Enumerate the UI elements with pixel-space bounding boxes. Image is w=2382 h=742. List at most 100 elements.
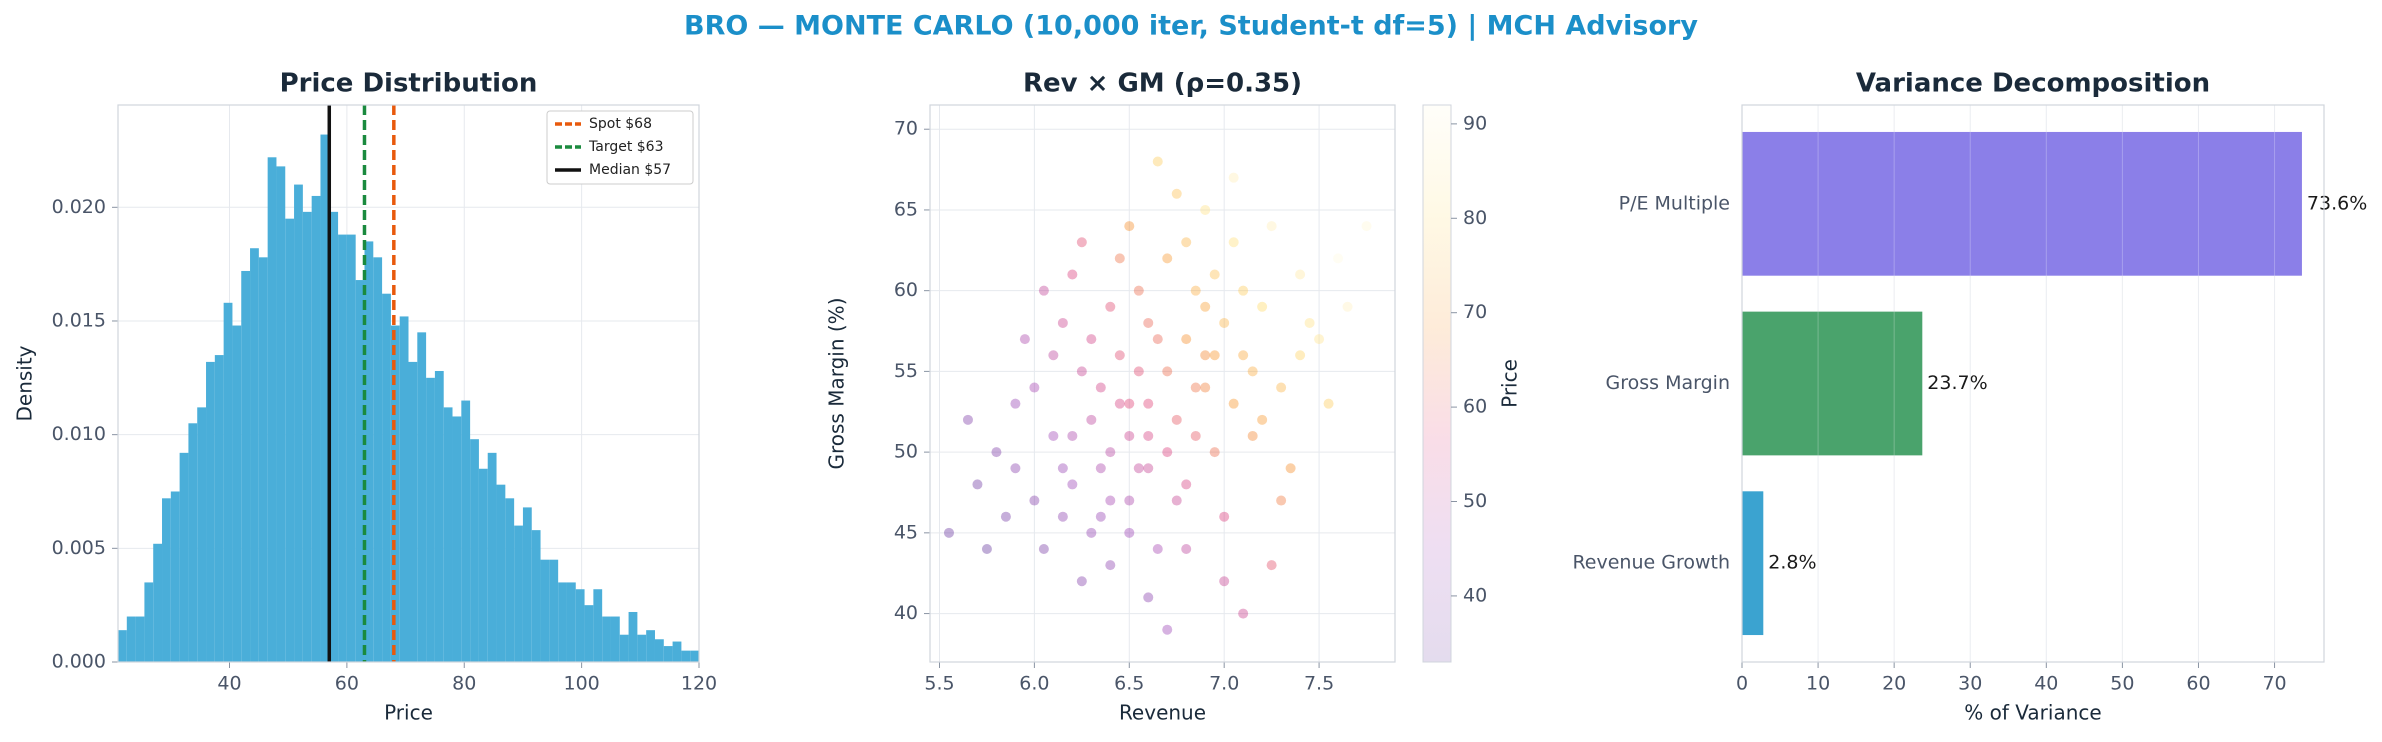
x-axis-label: Price [384,701,433,725]
histogram-bar [144,582,154,662]
scatter-point [1133,463,1144,474]
y-tick-label: Revenue Growth [1572,552,1730,574]
histogram-bar [338,234,347,662]
legend-box [546,110,694,185]
scatter-point [1323,398,1334,409]
colorbar-label: Price [1498,359,1522,408]
scatter-point [1171,188,1182,199]
scatter-point [1276,495,1287,506]
y-tick-label: 40 [894,602,918,624]
chart-title: Rev × GM (ρ=0.35) [1023,69,1302,99]
scatter-point [1105,560,1116,571]
scatter-point [1105,301,1116,312]
scatter-point [1038,543,1049,554]
x-tick-label: 120 [681,673,717,695]
scatter-point [1019,334,1030,345]
histogram-bar [690,650,699,662]
y-tick-label: 55 [894,360,918,382]
scatter-point [1200,350,1211,361]
bar [1742,311,1923,456]
histogram-bar [223,302,233,662]
x-tick-label: 100 [563,673,599,695]
scatter-point [1114,398,1125,409]
scatter-point [981,543,992,554]
scatter-point [1057,511,1068,522]
scatter-point [1124,221,1135,232]
scatter-point [1067,479,1078,490]
histogram-bar [311,195,321,662]
histogram-bar [558,582,567,662]
scatter-point [1162,624,1173,635]
histogram-bar [584,605,594,662]
scatter-point [1133,366,1144,377]
x-tick-label: 40 [217,673,241,695]
scatter-point [1076,576,1087,587]
scatter-point [1209,350,1220,361]
histogram-bar [610,616,620,662]
x-tick-label: 80 [452,673,476,695]
histogram-bar [294,184,303,663]
axes-frame [117,104,700,663]
bar [1742,131,2302,276]
scatter-point [1209,269,1220,280]
y-tick-label: 50 [894,441,918,463]
scatter-point [1095,511,1106,522]
x-tick-label: 50 [2110,673,2134,695]
scatter-point [1304,317,1315,328]
scatter-point [1200,382,1211,393]
scatter-point [1124,430,1135,441]
scatter-point [1086,414,1097,425]
histogram-bar [285,218,295,662]
histogram-bar [214,355,224,662]
histogram-bar [505,498,515,662]
x-tick-label: 6.0 [1019,673,1049,695]
x-tick-label: 60 [2186,673,2210,695]
scatter-point [1266,221,1277,232]
x-tick-label: 40 [2034,673,2058,695]
histogram-bar [135,616,145,662]
histogram-bar [540,559,550,662]
histogram-bar [426,377,435,662]
axes-frame [929,104,1396,663]
x-tick-label: 70 [2262,673,2286,695]
value-label: 73.6% [2307,192,2367,214]
scatter-point [1010,463,1021,474]
x-tick-label: 60 [335,673,359,695]
histogram-bar [188,423,198,662]
scatter-point [1200,204,1211,215]
y-tick-label: Gross Margin [1606,372,1730,394]
histogram-bar [461,400,471,662]
legend-label: Median $57 [589,162,671,178]
x-tick-label: 7.0 [1209,673,1239,695]
histogram-bar [672,641,682,662]
x-axis-label: Revenue [1119,701,1206,725]
scatter-point [1219,576,1230,587]
histogram-bar [355,280,365,662]
colorbar-tick-label: 60 [1463,396,1487,418]
scatter-point [1095,382,1106,393]
scatter-point [1133,285,1144,296]
scatter-point [943,527,954,538]
scatter-point [1124,398,1135,409]
histogram-bar [241,270,251,662]
bar [1742,491,1764,636]
scatter-point [1152,543,1163,554]
histogram-bar [408,361,418,662]
y-tick-label: 0.005 [52,537,106,559]
scatter-point [1181,479,1192,490]
scatter-point [1333,253,1344,264]
histogram-bar [663,646,673,662]
scatter-point [1114,350,1125,361]
histogram-bar [170,491,180,662]
scatter-point [1209,447,1220,458]
x-tick-label: 0 [1736,673,1748,695]
scatter-point [1010,398,1021,409]
x-tick-label: 10 [1806,673,1830,695]
histogram-bar [258,257,268,662]
histogram-bar [434,370,444,662]
histogram-bar [126,616,136,662]
colorbar-tick-label: 90 [1463,112,1487,134]
scatter-point [1228,237,1239,248]
x-tick-label: 6.5 [1114,673,1144,695]
histogram-bar [250,248,259,662]
